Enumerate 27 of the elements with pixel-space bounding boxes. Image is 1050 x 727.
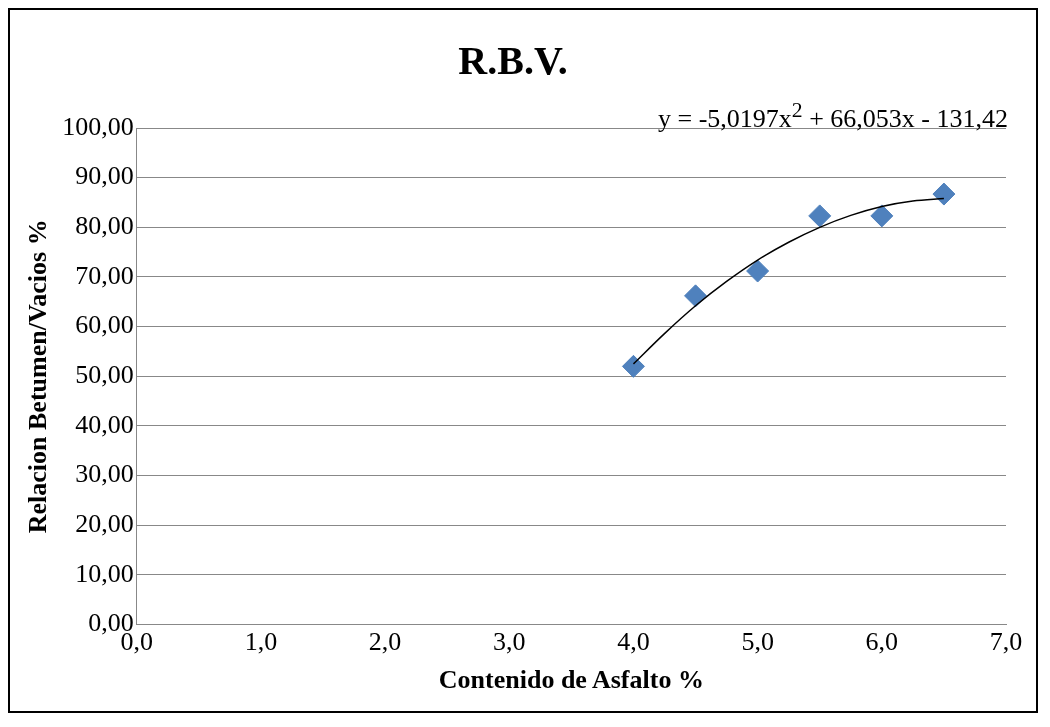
point [870,204,894,228]
y-tick-label: 60,00 [75,310,134,340]
chart-title: R.B.V. [458,38,568,84]
point [808,204,832,228]
y-tick-label: 10,00 [75,558,134,588]
y-tick-label: 70,00 [75,260,134,290]
point [621,354,645,378]
y-tick-label: 80,00 [75,211,134,241]
point [932,182,956,206]
x-tick-label: 1,0 [244,627,278,657]
point [746,259,770,283]
y-axis-title: Relacion Betumen/Vacios % [23,219,53,534]
y-tick-label: 40,00 [75,409,134,439]
y-tick-label: 100,00 [62,111,134,141]
y-tick-label: 50,00 [75,360,134,390]
x-axis-title: Contenido de Asfalto % [438,665,704,695]
x-tick-label: 4,0 [617,627,650,657]
x-tick-label: 3,0 [493,627,526,657]
x-tick-label: 6,0 [865,627,899,657]
x-tick-label: 7,0 [989,627,1023,657]
x-tick-label: 2,0 [368,627,402,657]
point [684,284,708,308]
y-tick-label: 30,00 [75,459,134,489]
y-tick-label: 90,00 [75,161,134,191]
y-tick-label: 20,00 [75,509,134,539]
x-tick-label: 5,0 [741,627,774,657]
annotation: y = -5,0197x$^{2}$ + 66,053x - 131,42 [658,98,1008,134]
